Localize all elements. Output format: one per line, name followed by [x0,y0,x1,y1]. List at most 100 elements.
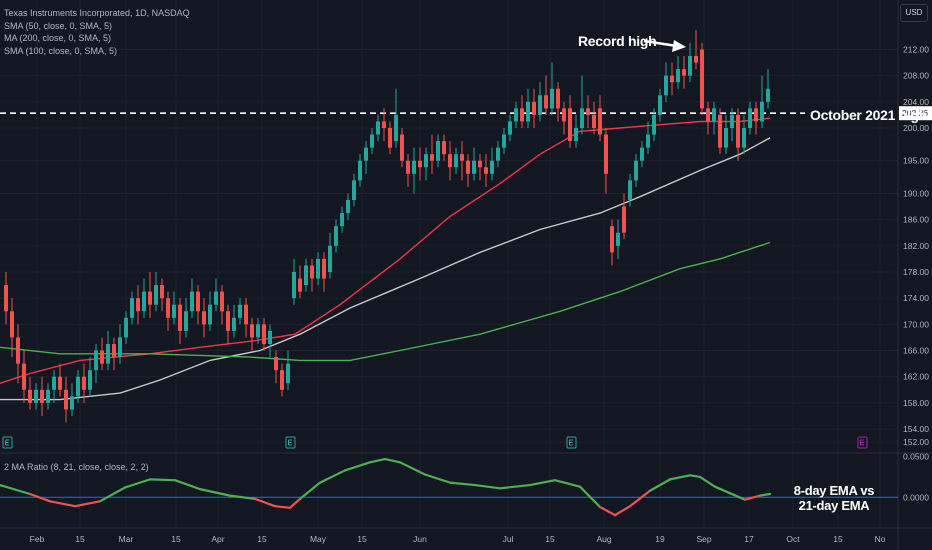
candle-body [556,88,560,109]
candle-14 [88,357,92,397]
candle-80 [484,154,488,187]
candle-59 [358,154,362,187]
candle-93 [562,101,566,135]
candle-body [424,154,428,168]
candle-body [244,304,248,325]
time-axis[interactable]: Feb 15 Mar 15 Apr 15 May 15 Jun Jul 15 Aug 19 Sep 17 Oc… [30,534,886,544]
ma-ratio-panel: 0.0500 0.0000 [0,452,929,517]
earnings-marker-3 [857,436,868,449]
candle-body [316,258,320,279]
candle-12 [76,370,80,403]
price-tick-label: 158.00 [903,398,929,408]
candle-58 [352,173,356,207]
candle-28 [172,291,176,325]
candle-82 [496,141,500,168]
candle-body [400,134,404,161]
earnings-icon [857,436,868,449]
candle-body [640,147,644,161]
candle-body [226,311,230,331]
candle-84 [508,114,512,142]
time-tick-label: 15 [833,534,843,544]
ratio-segment [728,492,747,501]
candle-26 [160,278,164,312]
candle-17 [106,330,110,371]
ratio-segment [648,478,672,492]
candle-body [106,344,110,364]
ratio-segment [343,461,372,472]
candle-123 [742,114,746,155]
ratio-segment [498,483,532,490]
ratio-tick-label: 0.0000 [903,492,929,502]
candle-34 [208,291,212,331]
candle-body [4,285,8,312]
candle-body [760,101,764,122]
candle-69 [418,147,422,181]
candle-body [598,108,602,135]
candle-body [160,285,164,299]
candle-75 [454,147,458,174]
candle-89 [538,82,542,122]
candle-body [256,324,260,338]
candle-body [550,88,554,109]
candle-body [520,108,524,122]
candle-body [70,396,74,410]
candle-98 [592,101,596,135]
ratio-segment [448,481,477,487]
candle-body [274,357,278,371]
candle-body [370,134,374,148]
candle-body [700,49,704,109]
candle-body [508,121,512,135]
candle-body [502,134,506,148]
price-tick-label: 186.00 [903,215,929,225]
candle-body [382,121,386,128]
candle-body [154,285,158,305]
candle-65 [394,88,398,148]
candle-25 [154,272,158,312]
earnings-marker-2 [566,436,577,449]
candle-99 [598,95,602,142]
time-tick-label: 15 [75,534,85,544]
candle-78 [472,147,476,181]
candle-118 [712,101,716,135]
time-tick-label: Jul [503,534,514,544]
candle-107 [646,121,650,155]
chart-legend: Texas Instruments Incorporated, 1D, NASD… [4,7,190,57]
time-tick-label: No [875,534,886,544]
candle-120 [724,114,728,155]
candle-67 [406,154,410,187]
candle-body [358,160,362,181]
ratio-segment [713,485,732,495]
sma50-line [0,117,771,384]
candle-122 [736,108,740,161]
time-tick-label: Apr [211,534,224,544]
candle-39 [238,298,242,325]
candle-body [76,376,80,397]
currency-button[interactable]: USD [900,4,928,22]
candle-10 [64,376,68,423]
candle-body [58,376,62,390]
candle-body [184,311,188,331]
candle-44 [268,324,272,358]
candle-body [490,160,494,174]
candle-body [616,232,620,246]
candle-body [334,226,338,246]
time-tick-label: 15 [545,534,555,544]
candle-61 [370,128,374,155]
candle-body [310,265,314,279]
time-tick-label: 17 [744,534,754,544]
candle-77 [466,154,470,187]
candle-body [484,167,488,174]
ratio-segment [598,505,617,517]
candle-body [604,134,608,174]
price-axis[interactable]: 152.00 154.00 158.00 162.00 166.00 170.00 174.… [899,44,932,447]
candle-body [574,128,578,142]
candle-body [130,298,134,318]
candle-body [688,56,692,76]
time-tick-label: 15 [357,534,367,544]
candle-106 [640,141,644,168]
candle-body [364,147,368,161]
symbol-title: Texas Instruments Incorporated, 1D, NASD… [4,8,190,18]
candle-71 [430,134,434,174]
candle-2 [16,324,20,384]
